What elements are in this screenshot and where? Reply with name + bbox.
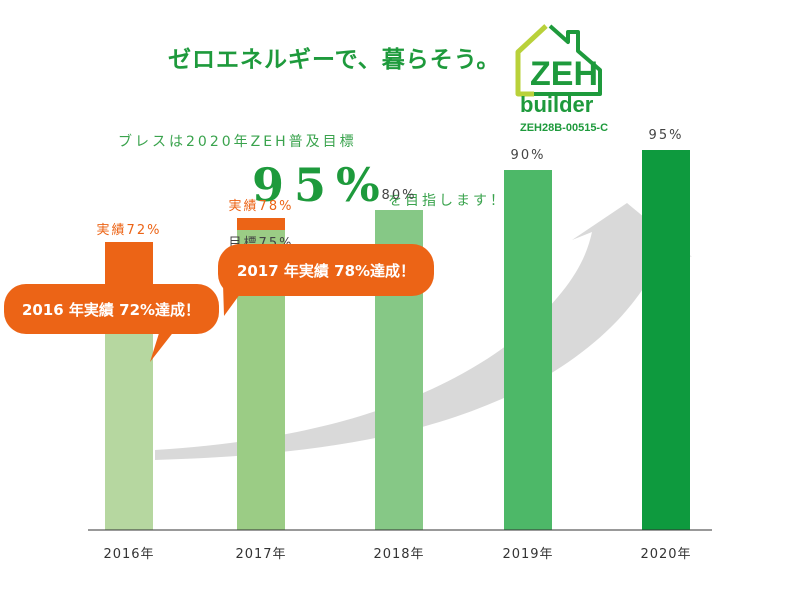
x-tick-label-2019: 2019年 [502,547,553,562]
callout-2017-bubble [218,244,434,296]
x-tick-label-2018: 2018年 [373,547,424,562]
bar-target-2020 [642,150,690,530]
zeh-logo: ZEH builder [515,24,602,117]
callout-2017: 2017 年実績 78%達成！ [218,244,434,316]
logo-roof-left [515,24,548,97]
trend-arrow [155,203,692,460]
logo-mark: ZEH [530,55,598,93]
bar-target-2019 [504,170,552,530]
target-value: 95% [252,158,390,212]
callout-2016-tail [150,330,175,362]
data-label-target-2018: 80% [382,188,417,203]
data-label-target-2020: 95% [649,128,684,143]
x-tick-label-2017: 2017年 [235,547,286,562]
x-tick-label-2016: 2016年 [103,547,154,562]
data-label-actual-2017: 実績78% [229,198,294,214]
x-tick-label-2020: 2020年 [640,547,691,562]
logo-word: builder [520,92,594,117]
callout-2016-text: 2016 年実績 72%達成！ [22,301,200,319]
bar-actual-2016 [105,242,153,290]
headline: ゼロエネルギーで、暮らそう。 [168,47,501,73]
data-label-actual-2016: 実績72% [97,222,162,238]
logo-roof-right [534,24,602,96]
callout-2017-tail [223,284,243,316]
target-suffix: を目指します！ [388,193,507,209]
callout-2017-text: 2017 年実績 78%達成！ [237,262,415,280]
logo-code: ZEH28B-00515-C [520,122,609,134]
data-label-target-2019: 90% [511,148,546,163]
callout-2016: 2016 年実績 72%達成！ [4,284,219,362]
callout-2016-bubble [4,284,219,334]
bar-actual-2017 [237,218,285,230]
target-subtitle: ブレスは2020年ZEH普及目標 [118,134,357,150]
